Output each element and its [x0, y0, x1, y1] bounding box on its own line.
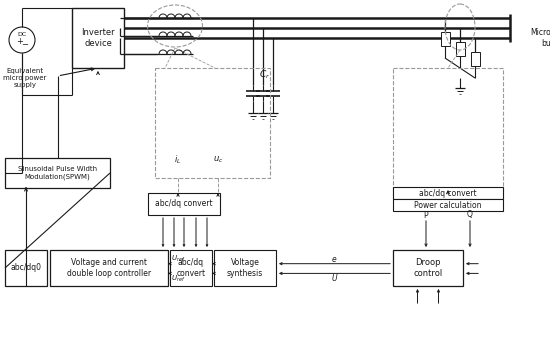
Bar [148, 193, 220, 215]
Bar [393, 187, 503, 199]
Bar [393, 199, 503, 211]
Text: P: P [424, 211, 428, 219]
Bar [72, 8, 124, 68]
Bar [441, 32, 449, 46]
Text: Droop
control: Droop control [414, 258, 443, 278]
Bar [214, 250, 276, 286]
Text: $U_{ref}$: $U_{ref}$ [171, 274, 185, 285]
Text: Equivalent
micro power
supply: Equivalent micro power supply [3, 68, 46, 88]
Bar [50, 250, 168, 286]
Text: e: e [332, 255, 337, 264]
Text: $i_L$: $i_L$ [174, 154, 182, 166]
Bar [393, 250, 463, 286]
Text: abc/dq
convert: abc/dq convert [177, 258, 206, 278]
Text: Inverter
device: Inverter device [81, 28, 115, 48]
Bar [170, 250, 212, 286]
Text: abc/dq convert: abc/dq convert [155, 199, 213, 209]
Text: Voltage and current
double loop controller: Voltage and current double loop controll… [67, 258, 151, 278]
Text: Q: Q [467, 211, 473, 219]
Text: −: − [21, 41, 29, 49]
Bar [5, 158, 110, 188]
Bar [155, 68, 270, 178]
Bar [393, 68, 503, 196]
Bar [5, 250, 47, 286]
Text: Sinusoidal Pulse Width
Modulation(SPWM): Sinusoidal Pulse Width Modulation(SPWM) [18, 166, 97, 180]
Text: Power calculation: Power calculation [414, 200, 482, 210]
Text: $u_c$: $u_c$ [213, 155, 223, 165]
Text: DC: DC [18, 32, 26, 38]
Text: Microgrid
bus: Microgrid bus [530, 28, 550, 48]
Text: $C_r$: $C_r$ [260, 69, 271, 81]
Text: U: U [332, 274, 337, 283]
Text: $U_{ref}$: $U_{ref}$ [171, 254, 185, 264]
Text: abc/dq0: abc/dq0 [10, 264, 41, 272]
Text: abc/dq convert: abc/dq convert [419, 189, 477, 197]
Text: Voltage
synthesis: Voltage synthesis [227, 258, 263, 278]
Bar [455, 42, 465, 56]
Text: +: + [16, 37, 24, 46]
Bar [470, 52, 480, 66]
